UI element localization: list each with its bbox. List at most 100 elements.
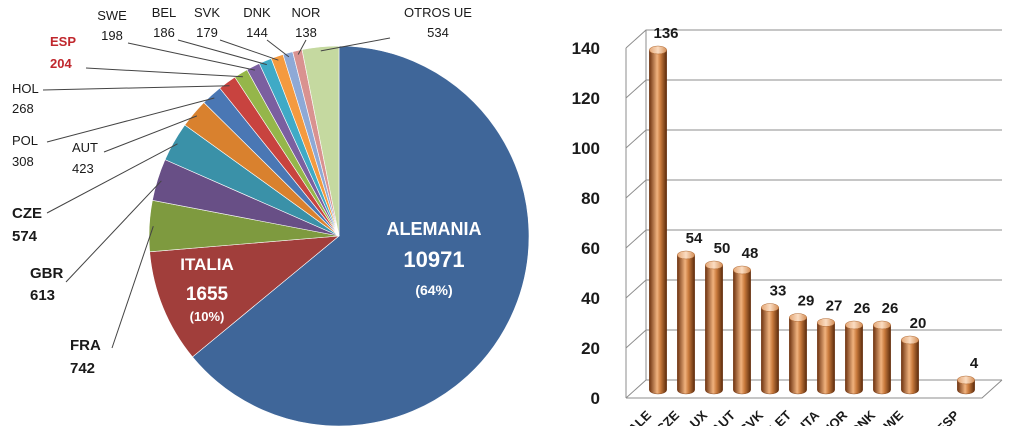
pie-value-italia: 1655 bbox=[186, 284, 229, 305]
bar-data-label-ita: 27 bbox=[826, 298, 843, 315]
bar-cap-aut bbox=[733, 265, 751, 275]
bar-chart: 0 20 40 60 80 100 120 140 136 ALE 54 CZE 50 LUX 48 AUT 3… bbox=[572, 25, 1003, 431]
bar-let bbox=[789, 317, 807, 395]
pie-label-dnk: DNK bbox=[243, 5, 271, 20]
bar-data-label-svk: 33 bbox=[770, 283, 787, 300]
pie-value-alemania: 10971 bbox=[403, 247, 464, 272]
pie-label-aut: AUT bbox=[72, 140, 98, 155]
pie-slice-otros-ue bbox=[301, 45, 340, 237]
bar-data-label-cze: 54 bbox=[686, 230, 703, 247]
pie-leader-esp bbox=[85, 67, 243, 78]
pie-label-cze: CZE bbox=[12, 205, 42, 222]
pie-leader-aut bbox=[103, 115, 198, 153]
pie-label-esp: ESP bbox=[50, 34, 76, 49]
y-tick-label: 100 bbox=[572, 139, 600, 158]
pie-leader-otros-ue bbox=[320, 37, 391, 52]
x-tick-label-cze: CZE bbox=[653, 407, 682, 426]
x-tick-label-aut: AUT bbox=[709, 407, 739, 426]
pie-slice-alemania bbox=[192, 45, 530, 427]
gridline bbox=[625, 79, 1002, 99]
bar-data-label-dnk: 26 bbox=[882, 300, 899, 317]
bar-aut bbox=[733, 269, 751, 395]
pie-label-fra: FRA bbox=[70, 337, 101, 354]
x-tick-label-dnk: DNK bbox=[848, 407, 879, 426]
bar-cap-svk bbox=[761, 303, 779, 312]
pie-leader-svk bbox=[219, 39, 279, 61]
bar-data-label-lux: 50 bbox=[714, 240, 731, 257]
pie-leader-bel bbox=[177, 39, 267, 66]
pie-percent-italia: (10%) bbox=[190, 309, 225, 324]
pie-label-svk: SVK bbox=[194, 5, 220, 20]
x-tick-label-ale: ALE bbox=[625, 407, 654, 426]
x-tick-label-svk: SVK bbox=[737, 407, 767, 426]
pie-value-fra: 742 bbox=[70, 360, 95, 377]
bar-data-label-swe: 20 bbox=[910, 315, 927, 332]
pie-label-gbr: GBR bbox=[30, 265, 64, 282]
y-tick-label: 80 bbox=[581, 189, 600, 208]
y-tick-label: 120 bbox=[572, 89, 600, 108]
bar-cap-nor bbox=[845, 320, 863, 330]
y-tick-label: 20 bbox=[581, 339, 600, 358]
bar-cap-dnk bbox=[873, 320, 891, 330]
pie-value-svk: 179 bbox=[196, 25, 218, 40]
pie-value-esp: 204 bbox=[50, 56, 72, 71]
pie-value-bel: 186 bbox=[153, 25, 175, 40]
gridline bbox=[625, 129, 1002, 149]
x-tick-label-lux: LUX bbox=[681, 407, 710, 426]
gridline bbox=[625, 229, 1002, 249]
bar-data-label-let: 29 bbox=[798, 293, 815, 310]
pie-label-italia: ITALIA bbox=[180, 255, 234, 274]
floor-edge bbox=[626, 379, 1003, 399]
pie-value-pol: 308 bbox=[12, 154, 34, 169]
pie-leader-gbr bbox=[65, 180, 162, 283]
pie-leader-pol bbox=[46, 97, 215, 143]
pie-value-hol: 268 bbox=[12, 101, 34, 116]
pie-label-hol: HOL bbox=[12, 81, 39, 96]
gridline bbox=[625, 29, 1002, 49]
bar-cap-ale bbox=[649, 45, 667, 55]
pie-leader-hol bbox=[42, 85, 230, 91]
pie-value-aut: 423 bbox=[72, 161, 94, 176]
bar-lux bbox=[705, 264, 723, 395]
pie-leader-nor bbox=[297, 39, 307, 55]
y-tick-label: 0 bbox=[591, 389, 600, 408]
bar-data-label-aut: 48 bbox=[742, 245, 759, 262]
pie-slice-italia bbox=[149, 235, 340, 358]
pie-value-swe: 198 bbox=[101, 28, 123, 43]
pie-label-nor: NOR bbox=[292, 5, 321, 20]
pie-value-nor: 138 bbox=[295, 25, 317, 40]
pie-chart: ALEMANIA 10971 (64%) ITALIA 1655 (10%) FRA 742 G… bbox=[12, 5, 530, 427]
bar-ale bbox=[649, 49, 667, 395]
pie-value-otros-ue: 534 bbox=[427, 25, 449, 40]
bar-data-label-esp: 4 bbox=[970, 355, 979, 372]
bar-cap-lux bbox=[705, 260, 723, 270]
y-tick-label: 40 bbox=[581, 289, 600, 308]
x-tick-label-swe: SWE bbox=[875, 407, 907, 426]
bar-nor bbox=[845, 324, 863, 395]
bar-cap-esp bbox=[957, 375, 975, 385]
bar-cze bbox=[677, 254, 695, 395]
bar-data-label-ale: 136 bbox=[653, 25, 678, 42]
pie-percent-alemania: (64%) bbox=[415, 282, 452, 298]
pie-value-cze: 574 bbox=[12, 228, 38, 245]
bar-swe bbox=[901, 339, 919, 395]
x-tick-label-nor: NOR bbox=[819, 407, 850, 426]
pie-value-gbr: 613 bbox=[30, 287, 55, 304]
gridline bbox=[625, 179, 1002, 199]
x-tick-label-esp: ESP bbox=[933, 407, 962, 426]
x-tick-label-ita: ITA bbox=[797, 407, 822, 426]
x-tick-label-let: LET bbox=[766, 407, 794, 426]
bar-cap-ita bbox=[817, 318, 835, 327]
pie-label-swe: SWE bbox=[97, 8, 127, 23]
bar-svk bbox=[761, 307, 779, 395]
pie-label-otros-ue: OTROS UE bbox=[404, 5, 472, 20]
bar-data-label-nor: 26 bbox=[854, 300, 871, 317]
pie-label-pol: POL bbox=[12, 133, 38, 148]
bar-cap-let bbox=[789, 313, 807, 322]
y-tick-label: 140 bbox=[572, 39, 600, 58]
pie-leader-cze bbox=[46, 143, 178, 214]
bar-dnk bbox=[873, 324, 891, 395]
pie-label-bel: BEL bbox=[152, 5, 177, 20]
